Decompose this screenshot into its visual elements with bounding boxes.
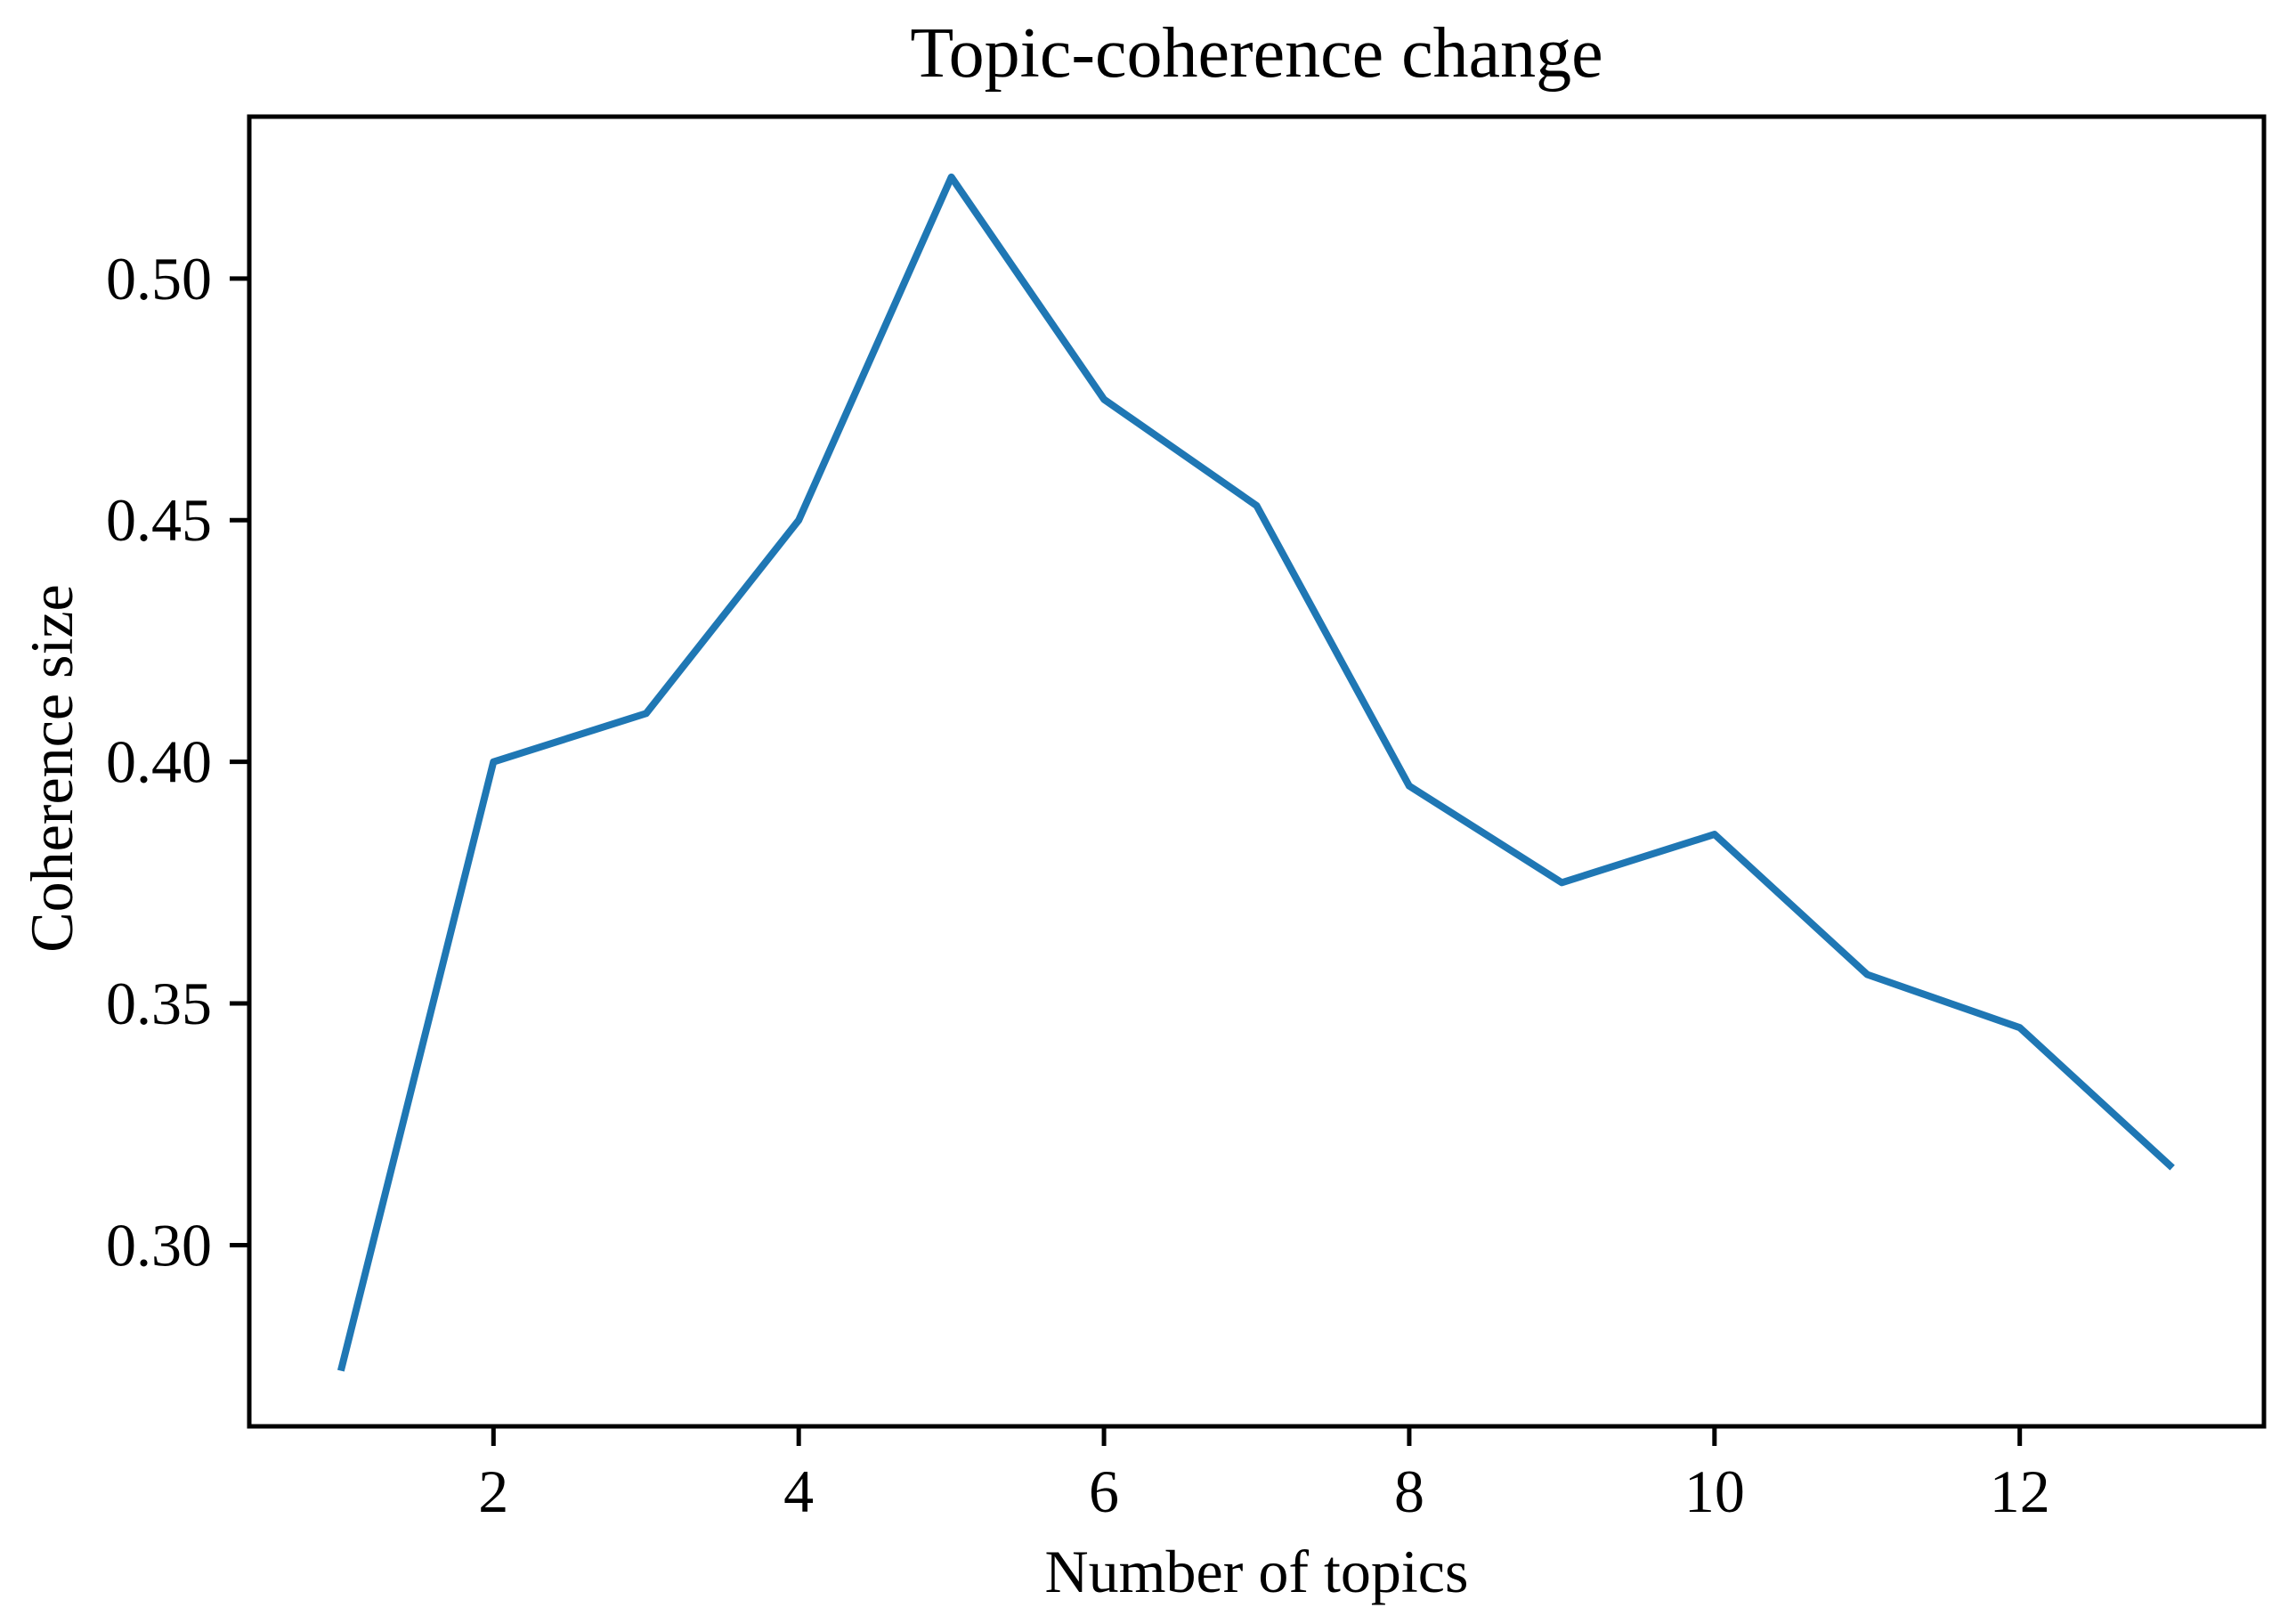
y-tick-label: 0.30: [106, 1211, 212, 1279]
x-tick-label: 10: [1684, 1458, 1745, 1525]
axes-frame: [247, 114, 2267, 1429]
x-tick-label: 4: [783, 1458, 814, 1525]
coherence-line: [337, 173, 2175, 1372]
y-tick-label: 0.40: [106, 728, 212, 796]
x-tick-label: 6: [1089, 1458, 1119, 1525]
y-tick-label: 0.35: [106, 970, 212, 1037]
x-tick-label: 8: [1394, 1458, 1424, 1525]
chart-title: Topic-coherence change: [910, 14, 1603, 93]
y-tick-label: 0.45: [106, 486, 212, 554]
x-tick-label: 2: [478, 1458, 508, 1525]
x-tick-label: 12: [1990, 1458, 2050, 1525]
x-axis-label: Number of topics: [1044, 1538, 1469, 1605]
y-tick-label: 0.50: [106, 245, 212, 313]
